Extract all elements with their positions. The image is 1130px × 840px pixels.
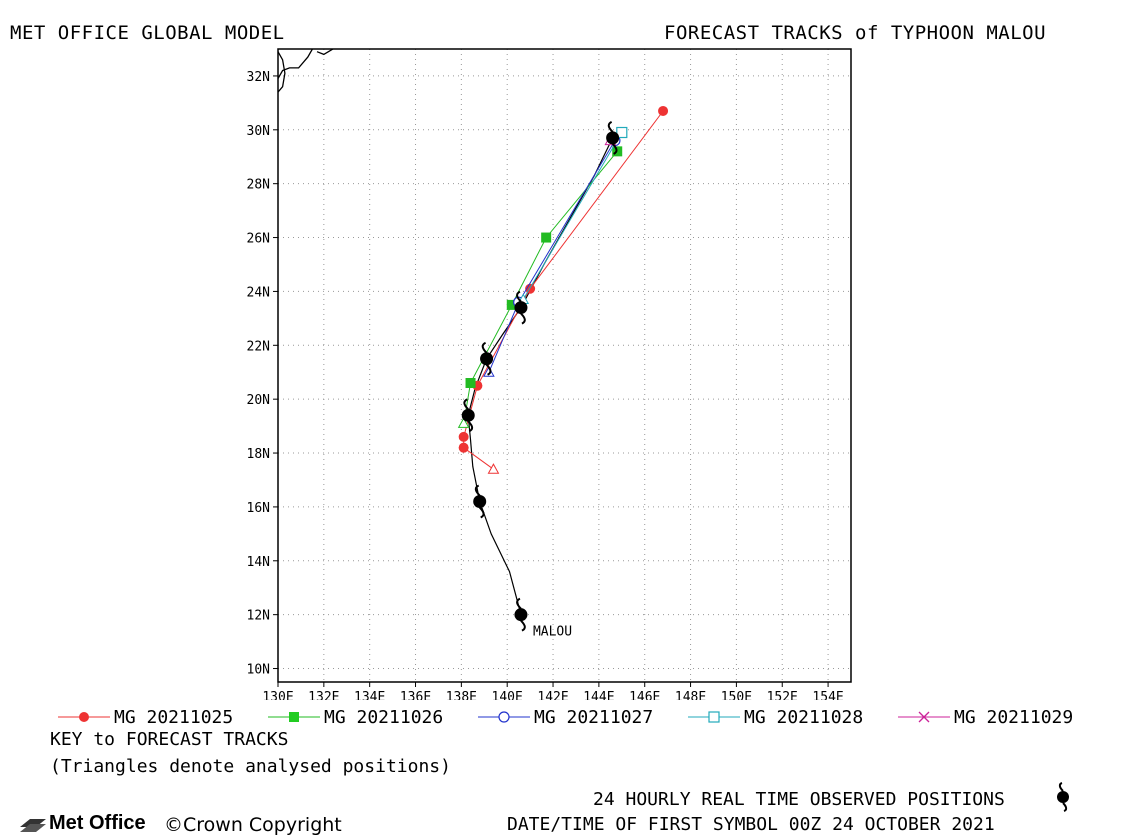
tick-label-lon: 134E — [354, 690, 385, 700]
tick-label-lon: 148E — [675, 690, 706, 700]
legend-swatch-magenta-cross — [898, 711, 950, 723]
tick-label-lat: 28N — [247, 178, 270, 193]
coastline-kyushu-west — [278, 51, 286, 93]
legend-swatch-blue-circle — [478, 711, 530, 723]
coastline-shikoku — [316, 49, 334, 56]
met-office-logo-text: Met Office — [49, 812, 146, 834]
model-title: MET OFFICE GLOBAL MODEL — [10, 22, 285, 44]
first-symbol-datetime: DATE/TIME OF FIRST SYMBOL 00Z 24 OCTOBER… — [507, 814, 995, 835]
tick-label-lon: 138E — [446, 690, 477, 700]
typhoon-symbol-icon — [1057, 782, 1069, 812]
forecast-marker — [465, 378, 476, 389]
typhoon-symbol-arm — [485, 364, 492, 376]
legend-label: MG 20211026 — [324, 707, 444, 728]
typhoon-symbol-arm — [520, 312, 526, 325]
analysed-position-triangle — [457, 417, 470, 428]
forecast-marker — [541, 232, 552, 243]
typhoon-symbol-arm — [463, 398, 469, 411]
typhoon-symbol — [461, 408, 475, 422]
tick-label-lon: 136E — [400, 690, 431, 700]
tick-label-lon: 152E — [767, 690, 798, 700]
typhoon-symbol-arm — [474, 484, 481, 497]
tick-label-lon: 140E — [492, 690, 523, 700]
tick-label-lat: 32N — [247, 70, 270, 85]
typhoon-symbol-arm — [516, 290, 522, 303]
typhoon-symbol-arm — [520, 619, 526, 632]
legend-label: MG 20211028 — [744, 707, 864, 728]
tick-label-lon: 146E — [629, 690, 660, 700]
legend-label: MG 20211025 — [114, 707, 234, 728]
forecast-track-map: 130E 132E 134E 136E 138E 140E 142E 144E 146E 148E… — [247, 48, 852, 700]
forecast-track-line — [463, 151, 618, 424]
legend-label: MG 20211029 — [954, 707, 1074, 728]
forecast-marker — [616, 126, 628, 139]
typhoon-symbol — [514, 301, 528, 315]
typhoon-symbol — [480, 352, 494, 366]
tick-label-lat: 22N — [247, 339, 270, 354]
coastline-group — [278, 49, 334, 93]
tick-label-lon: 142E — [537, 690, 568, 700]
met-office-logo-icon — [20, 819, 46, 832]
tick-label-lat: 16N — [247, 501, 270, 516]
tick-label-lat: 30N — [247, 124, 270, 139]
typhoon-symbol-arm — [516, 597, 522, 610]
legend-swatch-cyan-square — [688, 711, 740, 723]
observed-positions-note: 24 HOURLY REAL TIME OBSERVED POSITIONS — [593, 789, 1005, 810]
copyright-notice: ©Crown Copyright — [164, 814, 342, 836]
tick-label-lat: 26N — [247, 232, 270, 247]
typhoon-symbol-arm — [467, 420, 474, 433]
storm-name-label: MALOU — [533, 625, 572, 640]
tick-label-lon: 130E — [262, 690, 293, 700]
tick-label-lat: 24N — [247, 285, 270, 300]
tick-label-lat: 18N — [247, 447, 270, 462]
tick-label-lat: 10N — [247, 663, 270, 678]
tick-label-lon: 132E — [308, 690, 339, 700]
key-note: (Triangles denote analysed positions) — [50, 756, 451, 777]
typhoon-symbol-arm — [478, 506, 485, 519]
legend-label: MG 20211027 — [534, 707, 654, 728]
forecast-track-line — [522, 132, 623, 300]
forecast-title: FORECAST TRACKS of TYPHOON MALOU — [664, 22, 1047, 44]
coastline-kyushu — [278, 49, 314, 79]
forecast-marker — [458, 442, 469, 453]
typhoon-symbol-arm — [481, 341, 488, 354]
map-frame — [277, 48, 852, 683]
tick-label-lon: 150E — [721, 690, 752, 700]
typhoon-symbol-arm — [607, 120, 614, 133]
forecast-marker — [658, 105, 669, 116]
tick-label-lat: 20N — [247, 393, 270, 408]
typhoon-symbol — [473, 495, 487, 509]
analysed-position-triangle — [487, 463, 500, 474]
forecast-marker — [458, 431, 469, 442]
legend-swatch-red-circle — [58, 712, 110, 722]
tick-label-lat: 14N — [247, 555, 270, 570]
forecast-marker — [506, 299, 517, 310]
tick-label-lon: 154E — [812, 690, 843, 700]
typhoon-symbol — [606, 131, 620, 145]
tick-label-lat: 12N — [247, 609, 270, 624]
typhoon-symbol-arm — [611, 143, 618, 155]
legend-swatch-green-square — [268, 712, 320, 722]
tick-label-lon: 144E — [583, 690, 614, 700]
key-title: KEY to FORECAST TRACKS — [50, 729, 289, 750]
typhoon-symbol — [514, 608, 528, 622]
forecast-track-line — [463, 110, 664, 470]
